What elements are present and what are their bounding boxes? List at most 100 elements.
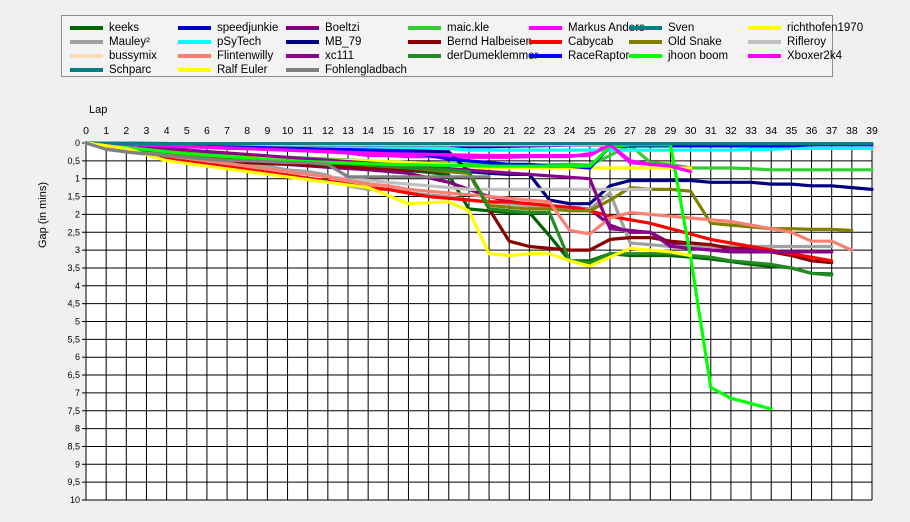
- x-tick-label: 20: [483, 125, 495, 137]
- x-tick-label: 24: [564, 125, 576, 137]
- legend-label: pSyTech: [217, 36, 262, 48]
- legend-label: richthofen1970: [787, 22, 864, 34]
- legend-label: Xboxer2k4: [787, 50, 842, 62]
- x-tick-label: 19: [463, 125, 475, 137]
- legend-swatch: [748, 40, 781, 44]
- legend-label: keeks: [109, 22, 140, 34]
- y-tick-label: 2: [75, 209, 80, 219]
- legend-label: Old Snake: [668, 36, 722, 48]
- series-line: [84, 141, 491, 179]
- legend-item: speedjunkie: [178, 21, 278, 35]
- series-line: [84, 141, 693, 268]
- x-tick-label: 18: [443, 125, 455, 137]
- legend-item: bussymix: [70, 49, 157, 63]
- legend-item: jhoon boom: [629, 49, 728, 63]
- x-tick-label: 33: [745, 125, 757, 137]
- legend-label: Bernd Halbeisen: [447, 36, 533, 48]
- legend-swatch: [286, 68, 319, 72]
- x-tick-label: 8: [244, 125, 250, 137]
- x-tick-label: 14: [362, 125, 374, 137]
- series-line: [84, 141, 834, 263]
- x-tick-label: 30: [685, 125, 697, 137]
- y-tick-label: 3: [75, 245, 80, 255]
- x-tick-label: 36: [806, 125, 818, 137]
- legend-swatch: [629, 40, 662, 44]
- legend-swatch: [178, 68, 211, 72]
- x-tick-label: 0: [83, 125, 89, 137]
- y-tick-label: 5,5: [67, 334, 80, 344]
- legend-item: maic.kle: [408, 21, 489, 35]
- y-tick-label: 3,5: [67, 263, 80, 273]
- y-tick-label: 2,5: [67, 227, 80, 237]
- legend-item: Old Snake: [629, 35, 722, 49]
- x-tick-label: 16: [403, 125, 415, 137]
- legend-swatch: [178, 26, 211, 30]
- x-tick-label: 3: [144, 125, 150, 137]
- legend-label: Rifleroy: [787, 36, 826, 48]
- legend-label: Schparc: [109, 64, 152, 76]
- legend-item: Flintenwilly: [178, 49, 273, 63]
- y-tick-label: 6,5: [67, 370, 80, 380]
- series-line: [84, 141, 874, 146]
- series-line: [84, 141, 874, 152]
- x-tick-label: 38: [846, 125, 858, 137]
- legend-label: Sven: [668, 22, 695, 34]
- y-tick-label: 10: [70, 495, 80, 505]
- x-tick-label: 12: [322, 125, 334, 137]
- legend-label: Cabycab: [568, 36, 614, 48]
- y-tick-label: 8: [75, 424, 80, 434]
- legend-item: Rifleroy: [748, 35, 826, 49]
- legend-label: Boeltzi: [325, 22, 360, 34]
- x-tick-label: 39: [866, 125, 878, 137]
- x-tick-label: 37: [826, 125, 838, 137]
- y-tick-label: 7,5: [67, 406, 80, 416]
- y-tick-label: 4: [75, 281, 80, 291]
- x-tick-label: 27: [624, 125, 636, 137]
- legend-swatch: [178, 40, 211, 44]
- legend-label: RaceRaptor: [568, 50, 630, 62]
- legend-label: bussymix: [109, 50, 157, 62]
- y-tick-label: 9,5: [67, 477, 80, 487]
- x-tick-label: 15: [382, 125, 394, 137]
- legend-swatch: [70, 68, 103, 72]
- legend-item: derDumeklemmer: [408, 49, 538, 63]
- legend-item: MB_79: [286, 35, 361, 49]
- legend-label: Mauley²: [109, 36, 150, 48]
- y-tick-label: 7: [75, 388, 80, 398]
- y-tick-label: 1: [75, 174, 80, 184]
- x-tick-label: 34: [765, 125, 777, 137]
- x-axis-title: Lap: [89, 104, 107, 116]
- x-tick-label: 28: [644, 125, 656, 137]
- legend-swatch: [408, 54, 441, 58]
- x-tick-label: 31: [705, 125, 717, 137]
- legend-item: Sven: [629, 21, 694, 35]
- legend-swatch: [70, 54, 103, 58]
- x-tick-label: 2: [123, 125, 129, 137]
- x-tick-label: 1: [103, 125, 109, 137]
- legend-item: Xboxer2k4: [748, 49, 842, 63]
- series-line: [84, 141, 834, 265]
- x-tick-label: 22: [524, 125, 536, 137]
- legend-swatch: [286, 54, 319, 58]
- series-line: [84, 141, 693, 174]
- legend-label: Fohlengladbach: [325, 64, 407, 76]
- legend-item: Fohlengladbach: [286, 63, 407, 77]
- legend-item: Bernd Halbeisen: [408, 35, 532, 49]
- legend-label: Markus Anders: [568, 22, 645, 34]
- x-tick-label: 13: [342, 125, 354, 137]
- legend-swatch: [408, 40, 441, 44]
- x-tick-label: 17: [423, 125, 435, 137]
- x-tick-label: 11: [302, 125, 313, 137]
- x-tick-label: 10: [282, 125, 294, 137]
- legend-item: Cabycab: [529, 35, 613, 49]
- legend-item: Ralf Euler: [178, 63, 268, 77]
- legend-swatch: [286, 40, 319, 44]
- legend-label: MB_79: [325, 36, 362, 48]
- y-tick-label: 1,5: [67, 192, 80, 202]
- legend-item: Mauley²: [70, 35, 150, 49]
- legend-label: Ralf Euler: [217, 64, 268, 76]
- x-tick-label: 32: [725, 125, 737, 137]
- x-tick-label: 35: [786, 125, 798, 137]
- legend-item: keeks: [70, 21, 139, 35]
